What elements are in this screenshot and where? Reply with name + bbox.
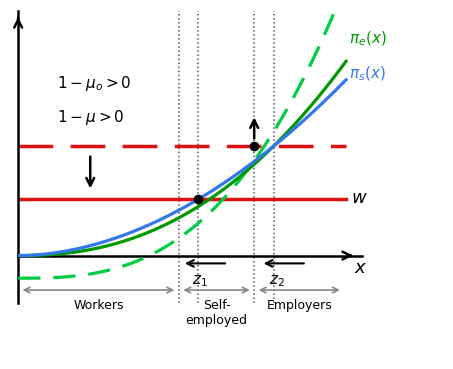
Text: $\pi_e(x)$: $\pi_e(x)$ [349, 30, 387, 48]
Text: $\pi_s(x)$: $\pi_s(x)$ [349, 64, 386, 83]
Text: $x$: $x$ [354, 259, 367, 277]
Text: Workers: Workers [74, 299, 125, 312]
Text: $z_1$: $z_1$ [192, 273, 208, 289]
Text: $z_2$: $z_2$ [269, 273, 285, 289]
Text: Self-
employed: Self- employed [185, 299, 247, 327]
Text: Employers: Employers [267, 299, 333, 312]
Text: $1-\mu_o > 0$: $1-\mu_o > 0$ [58, 74, 132, 93]
Text: $w$: $w$ [351, 189, 368, 207]
Text: $1-\mu > 0$: $1-\mu > 0$ [58, 108, 125, 127]
